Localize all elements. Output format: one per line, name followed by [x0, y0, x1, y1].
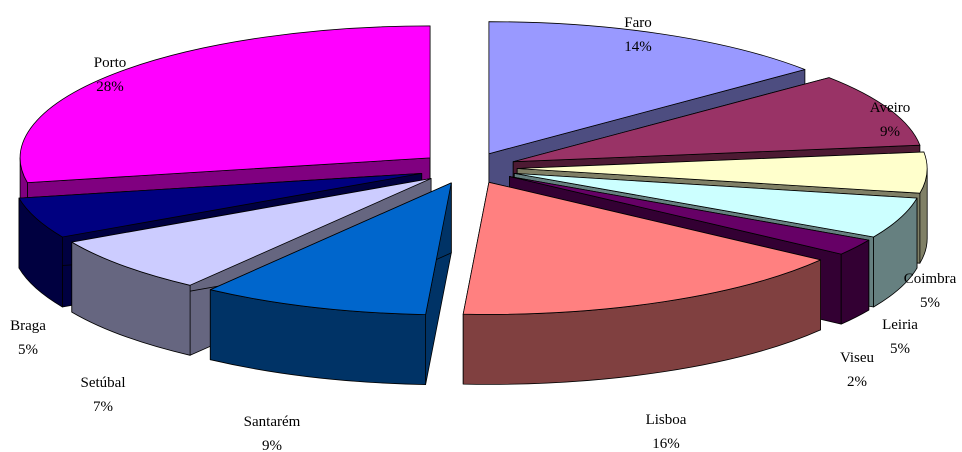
slice-label-aveiro: Aveiro [870, 100, 911, 116]
slice-top-lisboa [462, 181, 821, 315]
slice-top-aveiro [512, 77, 921, 163]
slice-percent-santarem: 9% [262, 438, 282, 452]
slice-top-santarem [209, 182, 452, 315]
slice-label-setubal: Setúbal [81, 375, 126, 391]
slice-label-leiria: Leiria [882, 317, 918, 333]
slice-top-faro [488, 21, 806, 155]
slice-top-porto [19, 25, 431, 183]
slice-top-leiria [513, 173, 918, 238]
slice-top-viseu [509, 176, 870, 255]
slice-label-braga: Braga [10, 318, 46, 334]
slice-label-santarem: Santarém [244, 414, 301, 430]
slice-percent-coimbra: 5% [920, 295, 940, 311]
slice-percent-porto: 28% [96, 79, 124, 95]
slice-percent-faro: 14% [624, 39, 652, 55]
slice-label-coimbra: Coimbra [904, 271, 957, 287]
slice-santarem [209, 182, 452, 385]
slice-percent-viseu: 2% [847, 374, 867, 390]
slice-top-braga [18, 173, 423, 238]
slice-percent-braga: 5% [18, 342, 38, 358]
slice-lisboa [462, 181, 821, 385]
slice-percent-setubal: 7% [93, 399, 113, 415]
slice-percent-lisboa: 16% [652, 436, 680, 452]
slice-percent-leiria: 5% [890, 341, 910, 357]
slice-label-porto: Porto [94, 55, 127, 71]
slice-label-viseu: Viseu [840, 350, 875, 366]
slice-percent-aveiro: 9% [880, 124, 900, 140]
slice-top-setubal [71, 178, 432, 286]
slice-label-faro: Faro [624, 15, 652, 31]
slice-label-lisboa: Lisboa [646, 412, 687, 428]
slice-top-coimbra [516, 151, 928, 194]
slice-wall-viseu [840, 239, 870, 325]
